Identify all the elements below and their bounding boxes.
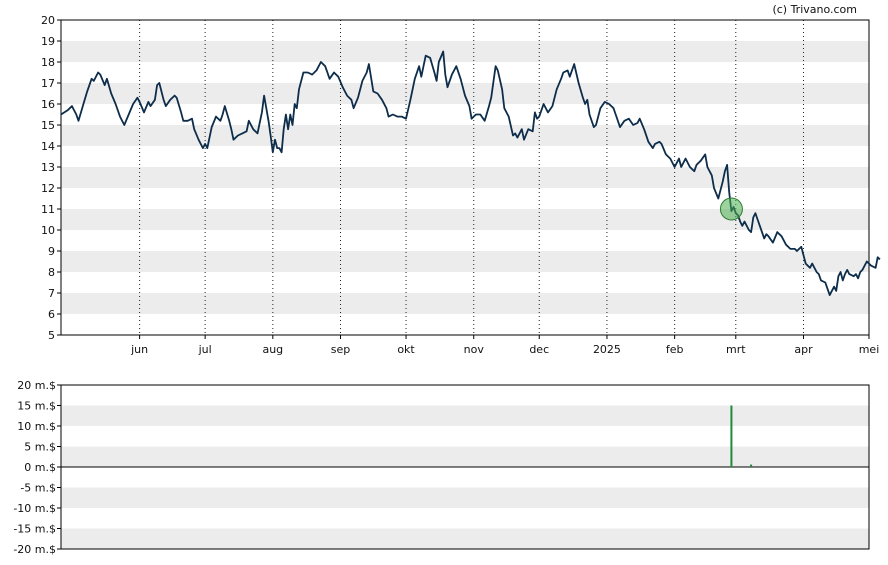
price-month-gridlines [139, 20, 804, 335]
volume-bars [730, 405, 753, 467]
price-band [61, 41, 869, 62]
event-marker [719, 197, 743, 221]
x-tick-label: jul [198, 343, 212, 356]
volume-y-axis-labels: -20 m.$ -15 m.$ -10 m.$ -5 m.$ 0 m.$ 5 m.$ 10 … [13, 379, 61, 556]
x-tick-label: apr [794, 343, 813, 356]
x-tick-label: nov [464, 343, 485, 356]
x-tick-label: mei [859, 343, 880, 356]
x-tick-label: feb [666, 343, 684, 356]
price-y-label: 19 [41, 35, 55, 48]
price-y-label: 15 [41, 119, 55, 132]
x-tick-label: 2025 [593, 343, 621, 356]
price-y-axis-labels: 5 6 7 8 9 10 11 12 13 14 15 16 17 18 19 20 [41, 14, 61, 342]
volume-band [61, 446, 869, 467]
volume-y-label: -15 m.$ [13, 523, 56, 536]
volume-frame [60, 384, 870, 550]
price-y-label: 14 [41, 140, 55, 153]
price-panel: 5 6 7 8 9 10 11 12 13 14 15 16 17 18 19 20 jun jul aug sep… [41, 14, 881, 356]
price-y-label: 6 [48, 308, 55, 321]
volume-band [61, 487, 869, 508]
price-y-label: 9 [48, 245, 55, 258]
volume-grid-bands [61, 405, 869, 549]
price-y-label: 8 [48, 266, 55, 279]
price-band [61, 293, 869, 314]
x-tick-label: jun [130, 343, 148, 356]
x-tick-label: dec [529, 343, 549, 356]
copyright-label: (c) Trivano.com [772, 3, 857, 16]
price-y-label: 18 [41, 56, 55, 69]
price-y-label: 12 [41, 182, 55, 195]
price-frame [60, 19, 870, 336]
volume-y-label: -20 m.$ [13, 543, 56, 556]
price-y-label: 13 [41, 161, 55, 174]
volume-band [61, 405, 869, 426]
price-y-label: 17 [41, 77, 55, 90]
x-tick-label: aug [262, 343, 283, 356]
price-x-axis-labels: jun jul aug sep okt nov dec 2025 feb mrt apr mei [130, 335, 879, 356]
price-y-label: 10 [41, 224, 55, 237]
volume-band [61, 528, 869, 549]
price-band [61, 167, 869, 188]
price-y-label: 5 [48, 329, 55, 342]
volume-panel: -20 m.$ -15 m.$ -10 m.$ -5 m.$ 0 m.$ 5 m.$ 10 … [13, 379, 870, 556]
volume-y-label: 0 m.$ [24, 461, 56, 474]
price-band [61, 251, 869, 272]
x-tick-label: okt [397, 343, 415, 356]
price-y-label: 20 [41, 14, 55, 27]
price-y-label: 11 [41, 203, 55, 216]
volume-y-label: 20 m.$ [17, 379, 56, 392]
price-y-label: 7 [48, 287, 55, 300]
price-line [60, 50, 881, 296]
price-band [61, 209, 869, 230]
x-tick-label: mrt [726, 343, 746, 356]
price-band [61, 125, 869, 146]
price-y-label: 16 [41, 98, 55, 111]
volume-y-label: 15 m.$ [17, 400, 56, 413]
volume-y-label: -5 m.$ [20, 482, 56, 495]
volume-y-label: 5 m.$ [24, 441, 56, 454]
price-grid-bands [61, 41, 869, 314]
volume-y-label: 10 m.$ [17, 420, 56, 433]
volume-y-label: -10 m.$ [13, 502, 56, 515]
x-tick-label: sep [331, 343, 350, 356]
